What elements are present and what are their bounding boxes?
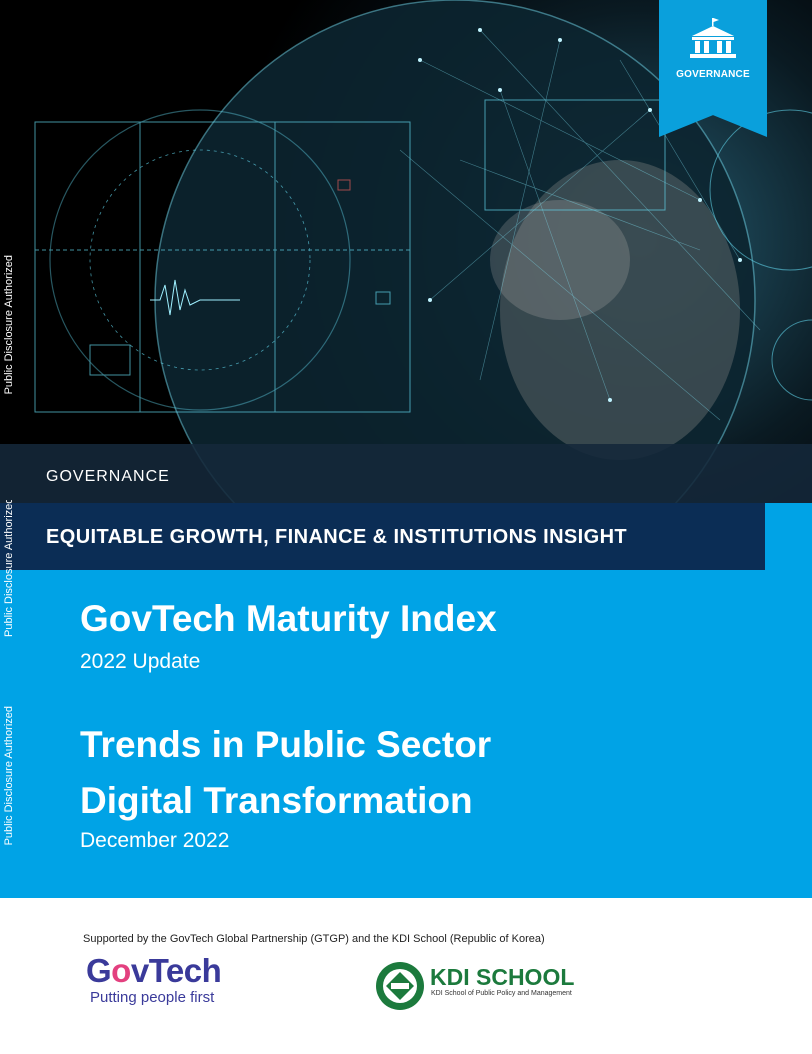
section-label: GOVERNANCE: [46, 468, 170, 485]
govtech-logo-name: GovTech: [86, 952, 222, 989]
governance-ribbon-badge: GOVERNANCE: [659, 0, 767, 137]
govtech-logo: GovTech Putting people first: [86, 952, 222, 1007]
government-building-icon: [690, 18, 736, 58]
section-strip: GOVERNANCE: [0, 444, 812, 503]
page-subtitle: 2022 Update: [80, 650, 201, 673]
govtech-logo-part: vTech: [130, 952, 222, 989]
kdi-seal-icon: [376, 962, 424, 1010]
report-title-line1: Trends in Public Sector: [80, 724, 492, 765]
publication-date: December 2022: [80, 829, 230, 852]
disclosure-stamp: Public Disclosure Authorized: [3, 500, 15, 637]
disclosure-stamp: Public Disclosure Authorized: [3, 706, 15, 846]
badge-label: GOVERNANCE: [676, 69, 750, 80]
globe-illustration: [34, 0, 812, 503]
series-title: EQUITABLE GROWTH, FINANCE & INSTITUTIONS…: [46, 526, 628, 548]
disclosure-stamp: Public Disclosure Authorized: [3, 255, 15, 395]
kdi-name: KDI SCHOOL: [430, 964, 575, 990]
report-title-line2: Digital Transformation: [80, 780, 473, 821]
supported-by-text: Supported by the GovTech Global Partners…: [83, 933, 545, 945]
kdi-tagline: KDI School of Public Policy and Manageme…: [431, 990, 572, 997]
page-title: GovTech Maturity Index: [80, 598, 497, 639]
govtech-logo-o: o: [111, 952, 131, 989]
kdi-school-logo: KDI SCHOOL KDI School of Public Policy a…: [374, 960, 574, 1017]
govtech-logo-part: G: [86, 952, 112, 989]
series-banner: EQUITABLE GROWTH, FINANCE & INSTITUTIONS…: [0, 503, 765, 570]
govtech-tagline: Putting people first: [90, 989, 215, 1006]
